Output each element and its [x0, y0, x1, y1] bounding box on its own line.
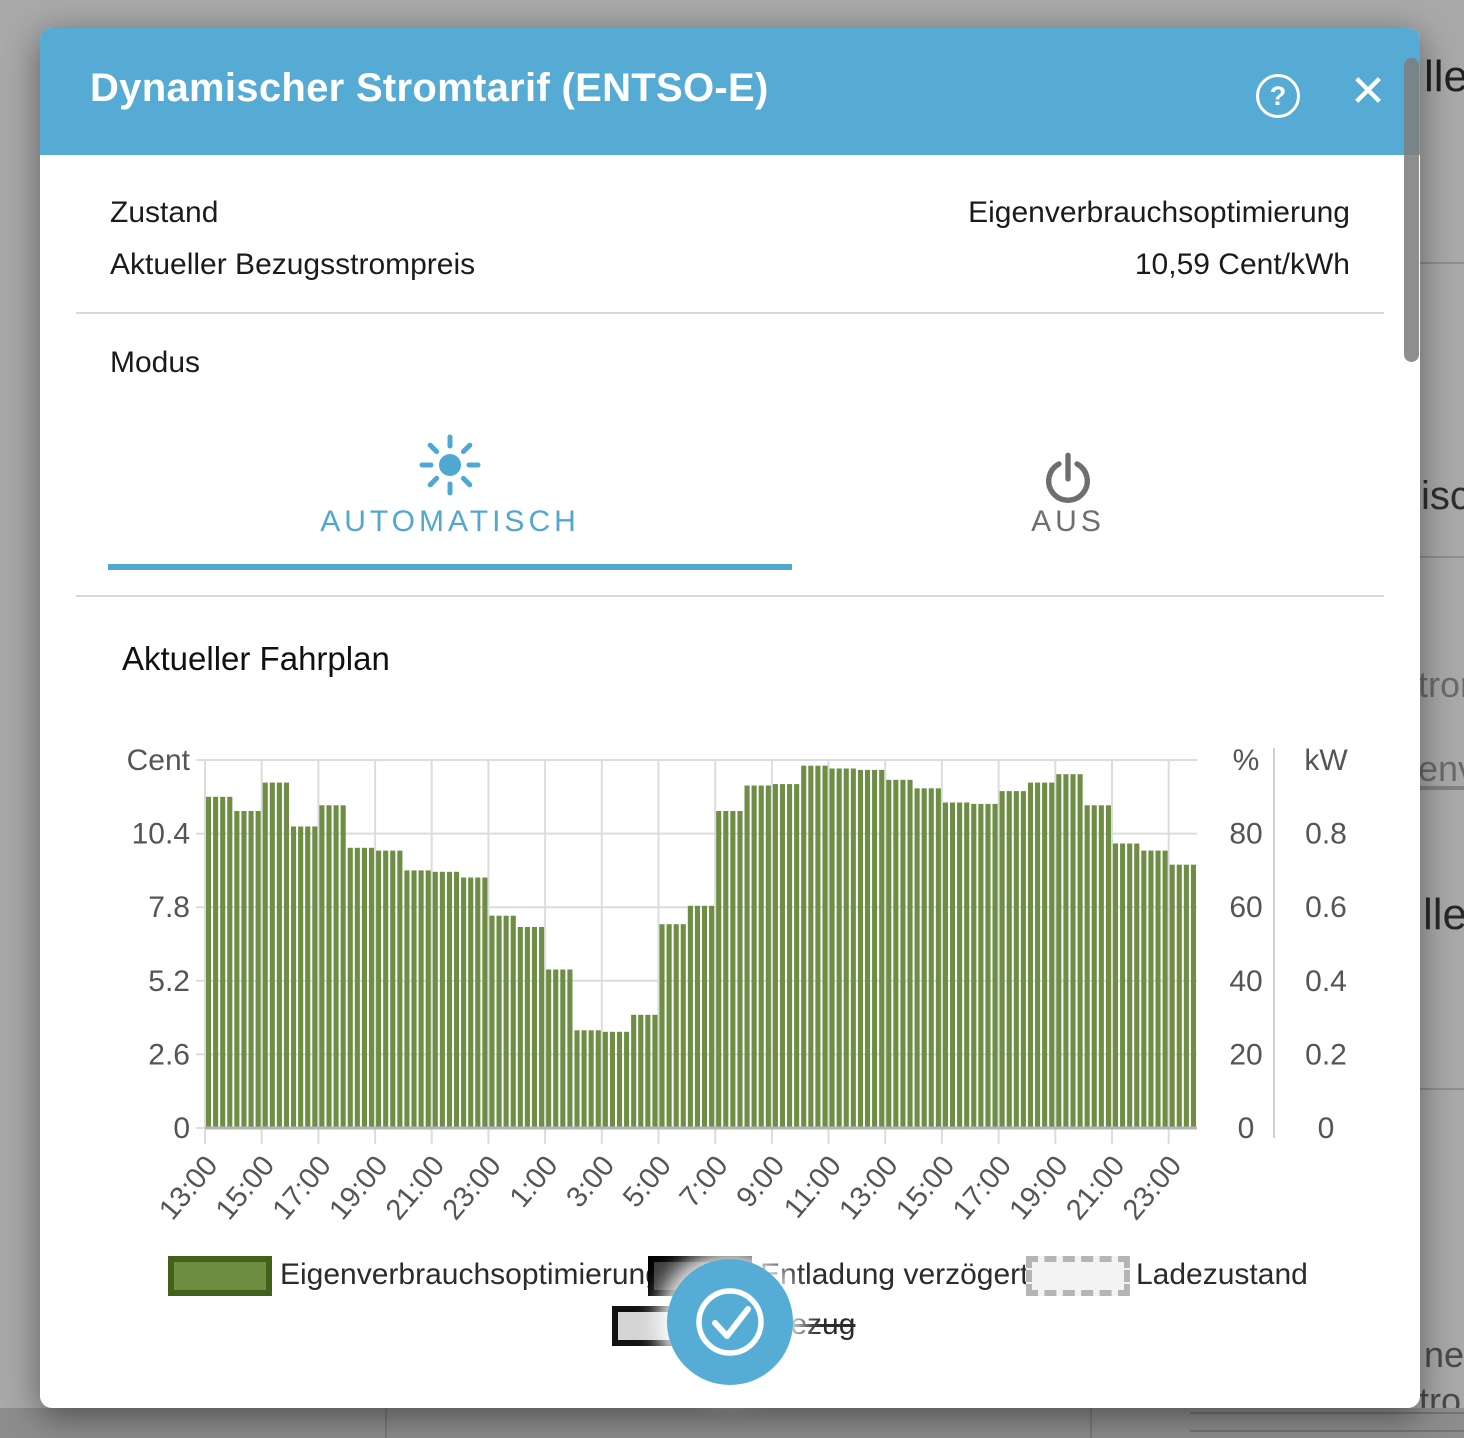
- active-tab-underline: [108, 564, 792, 570]
- scrollbar-thumb[interactable]: [1404, 58, 1419, 362]
- svg-text:%: %: [1233, 744, 1260, 777]
- background-divider: [1420, 1088, 1464, 1090]
- status-value: Eigenverbrauchsoptimierung: [968, 196, 1350, 229]
- background-text-fragment: lle: [1423, 890, 1464, 939]
- background-divider: [385, 1408, 387, 1438]
- svg-text:17:00: 17:00: [947, 1150, 1018, 1226]
- help-button[interactable]: ?: [1256, 74, 1300, 118]
- svg-text:15:00: 15:00: [890, 1150, 961, 1226]
- svg-text:kW: kW: [1304, 744, 1348, 777]
- legend-label: Entladung verzögert: [760, 1258, 1029, 1291]
- svg-text:23:00: 23:00: [1117, 1150, 1188, 1226]
- svg-text:20: 20: [1229, 1038, 1262, 1071]
- tab-aus-label: AUS: [1031, 505, 1105, 538]
- sun-icon: [419, 434, 481, 496]
- dynamic-tariff-dialog: Dynamischer Stromtarif (ENTSO-E) ? ✕ Zus…: [40, 28, 1420, 1408]
- svg-text:3:00: 3:00: [560, 1150, 621, 1214]
- background-text-fragment: ner: [1424, 1334, 1464, 1375]
- svg-text:Cent: Cent: [127, 744, 191, 777]
- svg-text:7.8: 7.8: [148, 891, 190, 924]
- background-divider: [1190, 1412, 1464, 1414]
- svg-text:2.6: 2.6: [148, 1038, 190, 1071]
- svg-text:19:00: 19:00: [323, 1150, 394, 1226]
- svg-text:21:00: 21:00: [1060, 1150, 1131, 1226]
- background-text-fragment: lle: [1424, 52, 1464, 101]
- svg-text:10.4: 10.4: [132, 818, 190, 851]
- svg-text:11:00: 11:00: [778, 1150, 848, 1225]
- divider: [76, 312, 1384, 314]
- svg-text:0.4: 0.4: [1305, 965, 1347, 998]
- schedule-title: Aktueller Fahrplan: [122, 640, 390, 677]
- svg-text:0: 0: [173, 1112, 190, 1145]
- svg-text:1:00: 1:00: [504, 1150, 565, 1214]
- status-label: Zustand: [110, 196, 219, 229]
- close-icon: ✕: [1349, 67, 1387, 116]
- svg-text:19:00: 19:00: [1003, 1150, 1074, 1226]
- background-text-fragment: isc: [1421, 474, 1464, 518]
- close-button[interactable]: ✕: [1345, 66, 1391, 118]
- svg-text:17:00: 17:00: [267, 1150, 338, 1226]
- background-divider: [1090, 1408, 1092, 1438]
- svg-text:15:00: 15:00: [210, 1150, 281, 1226]
- status-row: Aktueller Bezugsstrompreis 10,59 Cent/kW…: [110, 248, 1350, 286]
- price-value: 10,59 Cent/kWh: [1134, 248, 1350, 281]
- svg-text:5.2: 5.2: [148, 965, 190, 998]
- status-row: Zustand Eigenverbrauchsoptimierung: [110, 196, 1350, 234]
- svg-text:5:00: 5:00: [617, 1150, 678, 1214]
- dialog-title: Dynamischer Stromtarif (ENTSO-E): [90, 66, 769, 110]
- background-divider: [1190, 1430, 1464, 1432]
- svg-text:0.2: 0.2: [1305, 1038, 1347, 1071]
- background-divider: [1420, 262, 1464, 264]
- tab-automatisch-label: AUTOMATISCH: [320, 505, 580, 538]
- divider: [76, 595, 1384, 597]
- svg-text:13:00: 13:00: [153, 1150, 224, 1226]
- check-icon: [696, 1288, 764, 1356]
- svg-text:60: 60: [1229, 891, 1262, 924]
- confirm-button[interactable]: [667, 1259, 793, 1385]
- svg-text:23:00: 23:00: [437, 1150, 508, 1226]
- modus-label: Modus: [110, 346, 201, 379]
- power-icon: [1046, 452, 1090, 503]
- svg-text:21:00: 21:00: [380, 1150, 451, 1226]
- price-label: Aktueller Bezugsstrompreis: [110, 248, 476, 281]
- svg-text:13:00: 13:00: [833, 1150, 904, 1226]
- svg-text:0.8: 0.8: [1305, 818, 1347, 851]
- legend-label: Eigenverbrauchsoptimierung: [280, 1258, 662, 1291]
- svg-text:40: 40: [1229, 965, 1262, 998]
- dialog-header: Dynamischer Stromtarif (ENTSO-E) ? ✕: [40, 28, 1420, 155]
- fahrplan-chart: 13:0015:0017:0019:0021:0023:001:003:005:…: [127, 744, 1349, 1226]
- legend-swatch-dashed: [1026, 1256, 1130, 1296]
- svg-text:7:00: 7:00: [674, 1150, 735, 1214]
- svg-text:80: 80: [1229, 818, 1262, 851]
- background-divider: [1420, 556, 1464, 558]
- help-icon: ?: [1269, 80, 1287, 111]
- background-text-fragment: tror: [1418, 664, 1464, 705]
- legend-swatch-green: [168, 1256, 272, 1296]
- background-divider: [1420, 786, 1464, 790]
- legend-label: Ladezustand: [1136, 1258, 1308, 1291]
- svg-text:0.6: 0.6: [1305, 891, 1347, 924]
- background-text-fragment: enve: [1418, 748, 1464, 789]
- svg-text:0: 0: [1238, 1112, 1255, 1145]
- svg-text:0: 0: [1318, 1112, 1335, 1145]
